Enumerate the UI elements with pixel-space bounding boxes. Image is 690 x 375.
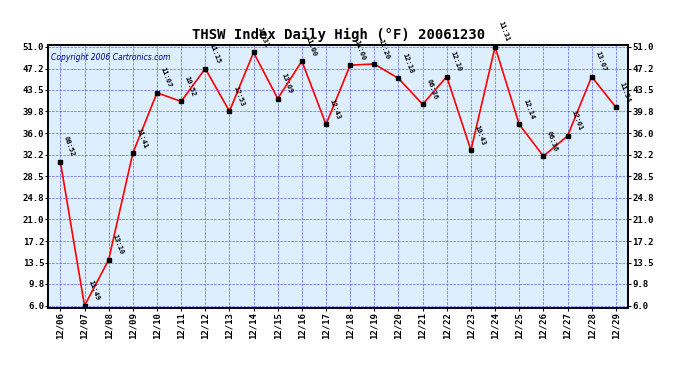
Text: Copyright 2006 Cartronics.com: Copyright 2006 Cartronics.com <box>51 53 170 62</box>
Text: 12:14: 12:14 <box>522 98 535 120</box>
Text: 12:43: 12:43 <box>329 98 342 120</box>
Text: 11:34: 11:34 <box>619 81 631 103</box>
Text: 10:52: 10:52 <box>184 75 197 97</box>
Text: 11:15: 11:15 <box>208 42 221 64</box>
Text: 11:00: 11:00 <box>305 35 317 57</box>
Text: 11:49: 11:49 <box>88 280 100 302</box>
Text: 13:09: 13:09 <box>281 72 293 94</box>
Text: 06:36: 06:36 <box>546 130 559 152</box>
Text: 12:53: 12:53 <box>233 85 245 107</box>
Text: 12:10: 12:10 <box>450 51 462 72</box>
Text: 13:10: 13:10 <box>112 234 124 255</box>
Text: 12:18: 12:18 <box>402 52 414 74</box>
Text: 11:07: 11:07 <box>160 67 172 88</box>
Text: 08:52: 08:52 <box>63 136 76 158</box>
Text: 13:31: 13:31 <box>257 26 269 48</box>
Text: 12:01: 12:01 <box>571 110 583 132</box>
Text: 11:00: 11:00 <box>353 39 366 61</box>
Text: 10:43: 10:43 <box>474 124 486 146</box>
Title: THSW Index Daily High (°F) 20061230: THSW Index Daily High (°F) 20061230 <box>192 28 484 42</box>
Text: 06:36: 06:36 <box>426 78 438 100</box>
Text: 12:20: 12:20 <box>377 38 390 60</box>
Text: 13:07: 13:07 <box>595 51 607 72</box>
Text: 11:41: 11:41 <box>136 127 148 149</box>
Text: 11:31: 11:31 <box>498 21 511 42</box>
